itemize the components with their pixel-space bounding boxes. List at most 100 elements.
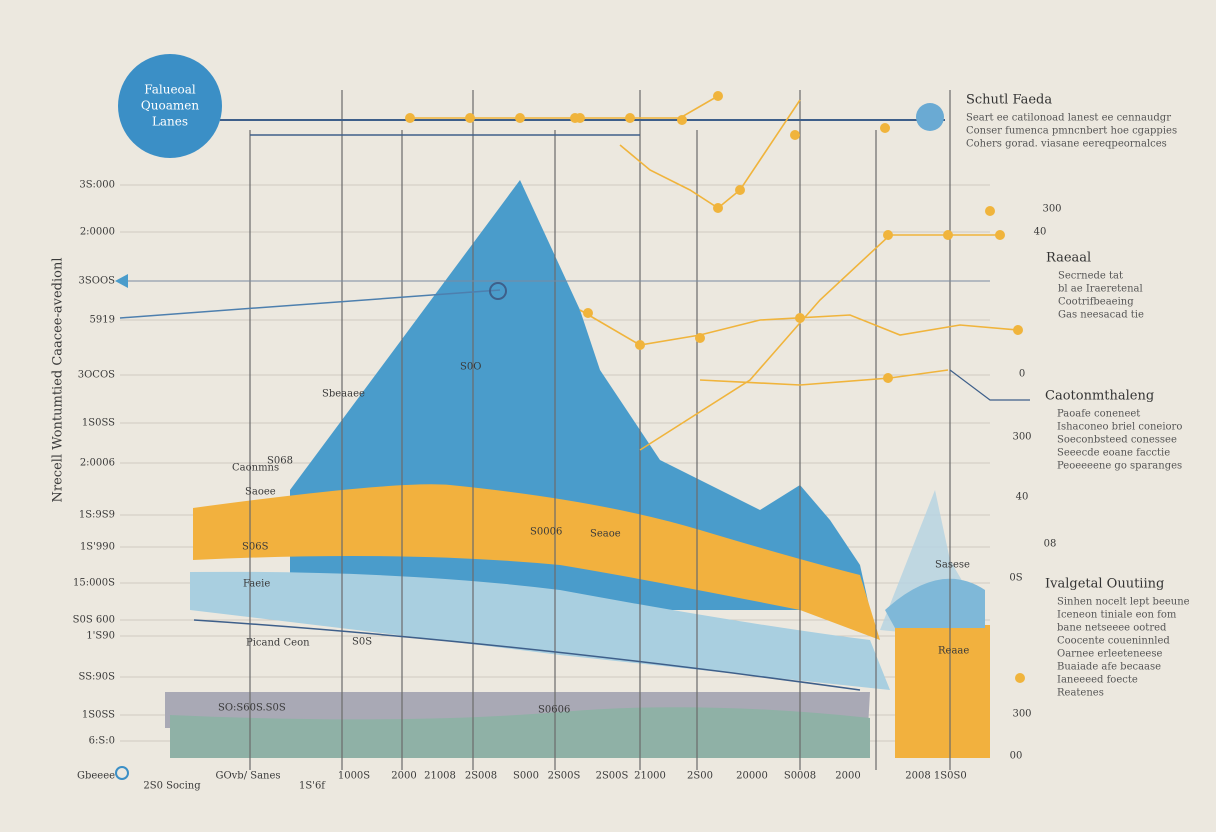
y-tick-label: 2:0000 <box>80 227 115 238</box>
marker <box>115 766 129 780</box>
note-line: Buaiade afe becaase <box>1057 662 1161 673</box>
inner-label: Sbeaaee <box>322 389 365 400</box>
inner-label: S06S <box>242 542 269 553</box>
cloud <box>916 103 944 131</box>
x-tick-label: 2S0 Socing <box>143 781 201 792</box>
x-tick-label: GOvb/ Sanes <box>215 771 280 782</box>
note-line: Reatenes <box>1057 688 1104 699</box>
dot <box>995 230 1005 240</box>
pointer-line <box>949 369 1030 401</box>
inner-label: SO:S60S.S0S <box>218 703 286 714</box>
note-title: Raeaal <box>1046 251 1091 266</box>
x-tick-label: 21008 <box>424 771 456 782</box>
y-tick-label: 1S:9S9 <box>79 510 115 521</box>
dot <box>790 130 800 140</box>
dot <box>943 230 953 240</box>
dot <box>465 113 475 123</box>
right-label: 40 <box>1034 227 1047 238</box>
inner-label: S0S <box>352 637 372 648</box>
dot <box>883 373 893 383</box>
x-tick-label: 2S00S <box>548 771 581 782</box>
note-line: Gas neesacad tie <box>1058 310 1144 321</box>
dot <box>713 203 723 213</box>
light-blue-band <box>190 571 890 690</box>
x-tick-label: S0008 <box>784 771 816 782</box>
y-tick-label: 1'S90 <box>86 631 115 642</box>
note-line: Coocente coueninnled <box>1057 636 1170 647</box>
note-line: Cohers gorad. viasane eereqpeornalces <box>966 139 1167 150</box>
y-tick-label: SS:90S <box>79 672 116 683</box>
dot <box>677 115 687 125</box>
dot <box>583 308 593 318</box>
y-axis-title: Nrecell Wontumtied Caacee-avedionl <box>51 258 66 503</box>
x-tick-label: 2008 1S0S0 <box>905 771 966 782</box>
note-line: Seart ee catilonoad lanest ee cennaudgr <box>966 113 1171 124</box>
labels: Falueoal Quoamen Lanes Schutl Faeda Seart ee… <box>51 83 1190 792</box>
blue-wedge <box>885 578 985 628</box>
dot <box>713 91 723 101</box>
note-line: Ishaconeo briel coneioro <box>1057 422 1182 433</box>
note-title: Ivalgetal Ouutiing <box>1045 577 1164 592</box>
note-line: Iceneon tiniale eon fom <box>1057 610 1177 621</box>
note-line: Oarnee erleeteneese <box>1057 649 1162 660</box>
right-label: 0 <box>1019 369 1025 380</box>
y-tick-label: 2:0006 <box>80 458 115 469</box>
x-tick-label: 2S008 <box>465 771 497 782</box>
note-line: Cootrifbeaeing <box>1058 297 1134 308</box>
y-tick-label: 1S0SS <box>82 710 115 721</box>
dot <box>625 113 635 123</box>
inner-label: S0606 <box>538 705 570 716</box>
right-label: 0S <box>1009 573 1022 584</box>
y-tick-label: 6:S:0 <box>89 736 115 747</box>
note-title: Schutl Faeda <box>966 93 1052 108</box>
y-tick-label: 15:000S <box>73 578 115 589</box>
y-tick-label: 1S0SS <box>82 418 115 429</box>
dot <box>985 206 995 216</box>
right-label: 08 <box>1044 539 1057 550</box>
right-label: 300 <box>1042 204 1061 215</box>
yellow-line <box>639 234 1000 451</box>
vertical-lines <box>249 90 951 770</box>
dot <box>883 230 893 240</box>
inner-label: Caonmns <box>232 463 279 474</box>
dot <box>1013 325 1023 335</box>
x-tick-label: 21000 <box>634 771 666 782</box>
inner-label: S0O <box>460 362 481 373</box>
x-tick-label: 2000 <box>835 771 860 782</box>
right-label: 300 <box>1012 709 1031 720</box>
note-line: Soeconbsteed conessee <box>1057 435 1177 446</box>
dot <box>795 313 805 323</box>
badge-text: Falueoal <box>144 83 196 97</box>
inner-label: Reaae <box>938 646 969 657</box>
marker <box>489 282 507 300</box>
right-label: 40 <box>1016 492 1029 503</box>
inner-label: Sasese <box>935 560 970 571</box>
y-tick-label: 5919 <box>90 315 115 326</box>
note-line: Sinhen nocelt lept beeune <box>1057 597 1190 608</box>
note-line: Seeecde eoane facctie <box>1057 448 1170 459</box>
dark-line <box>193 619 861 691</box>
inner-label: Seaoe <box>590 529 621 540</box>
badge-text: Quoamen <box>141 99 199 113</box>
orange-band <box>193 484 880 640</box>
dot <box>405 113 415 123</box>
y-tick-label: S0S 600 <box>73 615 115 626</box>
x-tick-label: 2S00S <box>596 771 629 782</box>
yellow-line <box>619 99 801 209</box>
dot <box>515 113 525 123</box>
dot <box>880 123 890 133</box>
note-line: Conser fumenca pmncnbert hoe cgappies <box>966 126 1177 137</box>
badge <box>118 54 222 158</box>
note-line: Secrnede tat <box>1058 271 1123 282</box>
y-tick-label: 3SOOS <box>79 276 116 287</box>
x-tick-label: 2000 <box>391 771 416 782</box>
inner-label: Faeie <box>243 579 270 590</box>
orange-box <box>895 625 990 758</box>
right-label: 00 <box>1010 751 1023 762</box>
x-tick-label: 1S'6f <box>299 781 326 792</box>
note-line: Ianeeeed foecte <box>1057 675 1138 686</box>
y-tick-label: 1S'990 <box>80 542 115 553</box>
x-tick-label: 20000 <box>736 771 768 782</box>
inner-label: S0006 <box>530 527 562 538</box>
